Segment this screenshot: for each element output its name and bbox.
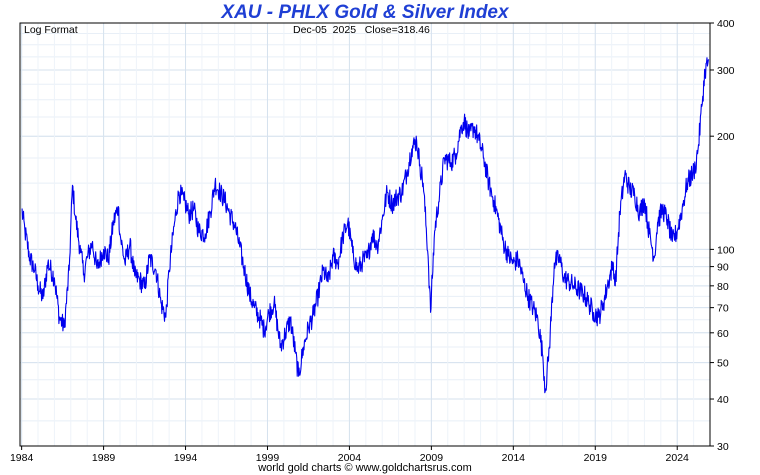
date-close-label: Dec-05 2025 Close=318.46 — [293, 24, 430, 36]
x-tick-label: 2014 — [502, 452, 526, 464]
x-tick-label: 1984 — [10, 452, 34, 464]
x-axis: 1984 1989 1994 1999 2004 2009 2014 2019 2024 — [10, 446, 689, 464]
y-tick-label: 100 — [717, 244, 735, 256]
x-tick-label: 2019 — [584, 452, 608, 464]
y-tick-label: 400 — [717, 18, 735, 30]
chart-credit: world gold charts © www.goldchartsrus.co… — [258, 462, 472, 474]
x-tick-label: 2024 — [666, 452, 690, 464]
y-tick-label: 30 — [717, 441, 729, 453]
y-tick-label: 50 — [717, 358, 729, 370]
y-tick-label: 80 — [717, 281, 729, 293]
series-layer — [21, 57, 710, 394]
x-tick-label: 1989 — [92, 452, 116, 464]
x-tick-label: 2009 — [420, 452, 444, 464]
grid-lines — [20, 22, 710, 447]
y-tick-label: 70 — [717, 303, 729, 315]
chart-title: XAU - PHLX Gold & Silver Index — [221, 2, 509, 23]
y-tick-label: 300 — [717, 65, 735, 77]
y-axis: 30 40 50 60 70 80 90 100 200 300 400 — [710, 18, 735, 453]
log-format-label: Log Format — [24, 24, 78, 36]
y-tick-label: 40 — [717, 394, 729, 406]
y-tick-label: 200 — [717, 131, 735, 143]
y-tick-label: 60 — [717, 328, 729, 340]
y-tick-label: 90 — [717, 262, 729, 274]
x-tick-label: 1999 — [256, 452, 280, 464]
x-tick-label: 2004 — [338, 452, 362, 464]
series-line-xau — [21, 57, 710, 394]
x-tick-label: 1994 — [174, 452, 198, 464]
plot-frame — [19, 22, 711, 447]
